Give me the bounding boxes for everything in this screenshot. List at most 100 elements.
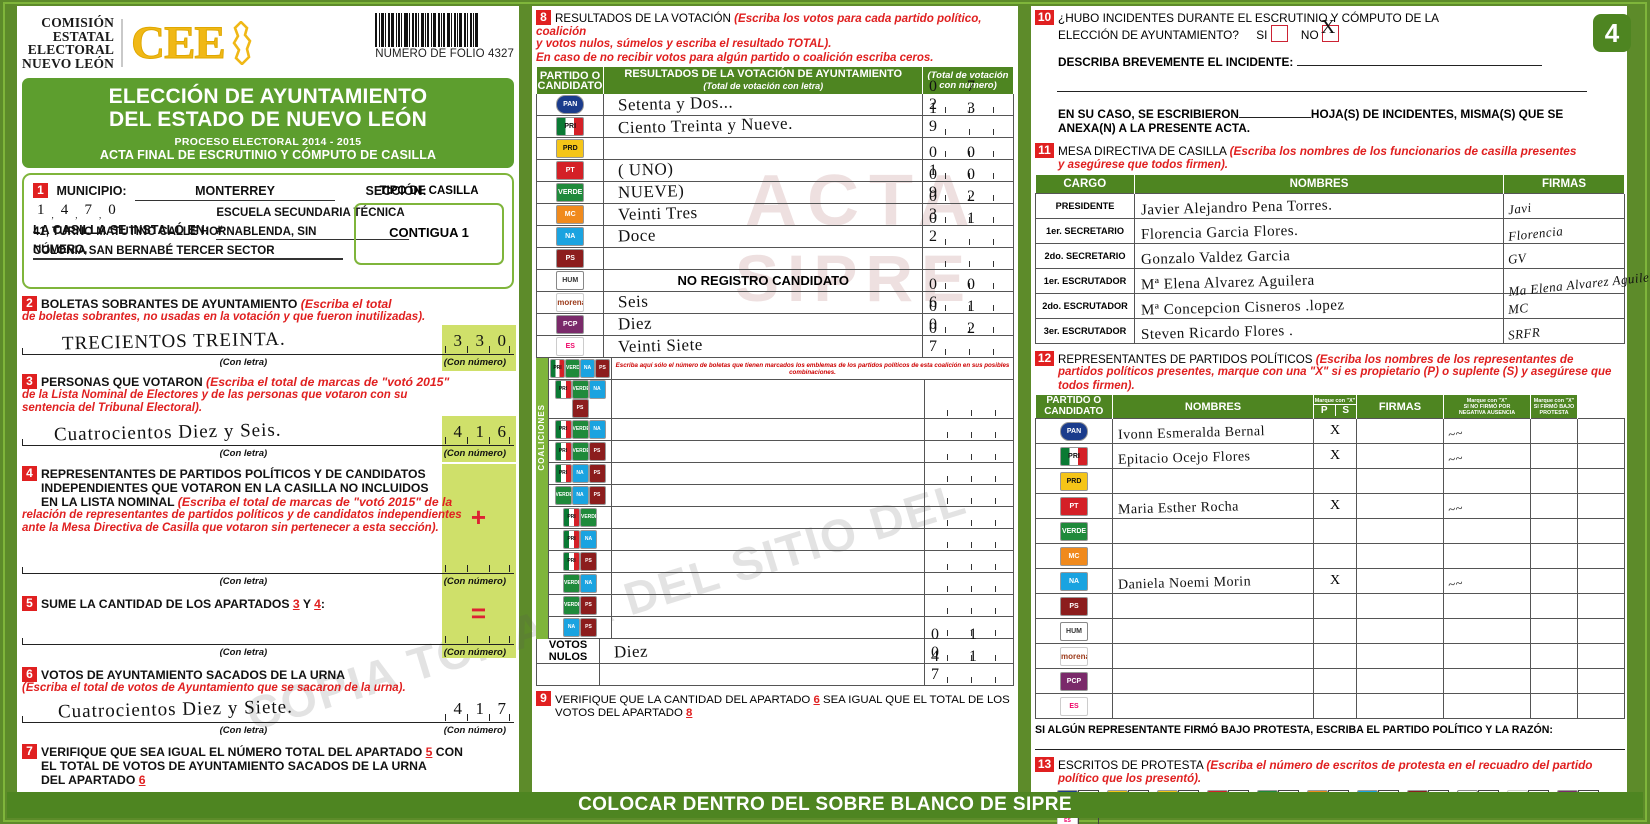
results-row-letra-cell[interactable]: NUEVE) xyxy=(603,181,923,204)
results-row-letra-cell[interactable]: ( UNO) xyxy=(603,159,923,182)
representante-nombre-cell[interactable] xyxy=(1112,593,1314,619)
results-row-letra-cell[interactable]: Setenta y Dos... xyxy=(603,92,923,116)
representante-firma-cell[interactable]: ~~ xyxy=(1443,568,1531,594)
results-row-letra-cell[interactable] xyxy=(603,247,923,270)
results-row-num-cell[interactable]: 0 0 9 xyxy=(922,166,1014,204)
representante-nofirm-cell[interactable] xyxy=(1530,468,1578,494)
coalition-row-letra-cell[interactable] xyxy=(611,550,925,573)
representante-s-cell[interactable] xyxy=(1356,568,1444,594)
section-3-value-letra[interactable]: Cuatrocientos Diez y Seis. xyxy=(53,419,282,445)
representante-p-cell[interactable]: X xyxy=(1313,418,1357,444)
representante-protest-cell[interactable] xyxy=(1577,568,1625,594)
mesa-nombre-cell[interactable]: Mª Elena Alvarez Aguilera xyxy=(1134,268,1504,294)
address-line-1-field[interactable]: ESCUELA SECUNDARIA TÉCNICA # xyxy=(216,203,410,240)
votos-nulos-letra-cell[interactable]: Diez xyxy=(599,639,925,664)
representante-firma-cell[interactable]: ~~ xyxy=(1443,493,1531,519)
representante-s-cell[interactable] xyxy=(1356,418,1444,444)
mesa-nombre-cell[interactable]: Steven Ricardo Flores . xyxy=(1134,318,1504,344)
results-row-num-cell[interactable]: 1 3 9 xyxy=(922,100,1014,138)
coalition-row-letra-cell[interactable] xyxy=(611,462,925,485)
results-row-letra-cell[interactable]: Ciento Treinta y Nueve. xyxy=(603,114,923,138)
representante-protest-cell[interactable] xyxy=(1577,593,1625,619)
results-row-letra-cell[interactable]: NO REGISTRO CANDIDATO xyxy=(603,269,923,292)
results-row-num-cell[interactable]: 0 0 6 xyxy=(922,276,1014,314)
representante-protest-cell[interactable] xyxy=(1577,418,1625,444)
representante-firma-cell[interactable] xyxy=(1443,593,1531,619)
representante-protest-cell[interactable] xyxy=(1577,693,1625,719)
representante-s-cell[interactable] xyxy=(1356,593,1444,619)
representante-protest-cell[interactable] xyxy=(1577,518,1625,544)
representante-nombre-cell[interactable] xyxy=(1112,618,1314,644)
representante-firma-cell[interactable] xyxy=(1443,543,1531,569)
representante-firma-cell[interactable] xyxy=(1443,518,1531,544)
representante-nofirm-cell[interactable] xyxy=(1530,518,1578,544)
representante-nofirm-cell[interactable] xyxy=(1530,593,1578,619)
representante-nombre-cell[interactable] xyxy=(1112,543,1314,569)
representante-nombre-cell[interactable] xyxy=(1112,468,1314,494)
coalition-row-num-cell[interactable] xyxy=(924,440,1014,463)
representante-nombre-cell[interactable] xyxy=(1112,693,1314,719)
representante-nofirm-cell[interactable] xyxy=(1530,618,1578,644)
representante-s-cell[interactable] xyxy=(1356,518,1444,544)
mesa-firma-cell[interactable]: SRFR xyxy=(1503,318,1625,344)
municipio-field[interactable]: MONTERREY xyxy=(135,182,336,201)
representante-s-cell[interactable] xyxy=(1356,468,1444,494)
results-row-num-cell[interactable]: 0 1 0 xyxy=(922,298,1014,336)
representante-p-cell[interactable] xyxy=(1313,518,1357,544)
representante-protest-cell[interactable] xyxy=(1577,668,1625,694)
section-2-digits[interactable]: 3 3 0 xyxy=(440,331,510,353)
representante-nombre-cell[interactable] xyxy=(1112,518,1314,544)
si-checkbox[interactable] xyxy=(1270,25,1288,42)
coalition-row-num-cell[interactable] xyxy=(924,616,1014,639)
representante-s-cell[interactable] xyxy=(1356,693,1444,719)
section-3-digits[interactable]: 4 1 6 xyxy=(440,422,510,444)
results-row-num-cell[interactable]: 0 2 3 xyxy=(922,188,1014,226)
representante-protest-cell[interactable] xyxy=(1577,618,1625,644)
votos-nulos-num-cell[interactable]: 0 1 0 xyxy=(924,626,1014,664)
results-row-letra-cell[interactable]: Doce xyxy=(603,225,923,248)
representante-protest-cell[interactable] xyxy=(1577,443,1625,469)
coalition-row-num-cell[interactable] xyxy=(924,572,1014,595)
representante-p-cell[interactable]: X xyxy=(1313,443,1357,469)
representante-firma-cell[interactable] xyxy=(1443,693,1531,719)
section-4-digits[interactable] xyxy=(440,558,510,572)
results-row-letra-cell[interactable]: Seis xyxy=(603,291,923,314)
hojas-input[interactable] xyxy=(1238,106,1311,118)
representante-s-cell[interactable] xyxy=(1356,543,1444,569)
representante-p-cell[interactable]: X xyxy=(1313,568,1357,594)
representante-p-cell[interactable]: X xyxy=(1313,493,1357,519)
representante-nombre-cell[interactable]: Ivonn Esmeralda Bernal xyxy=(1112,418,1314,444)
coalition-row-letra-cell[interactable] xyxy=(611,418,925,441)
address-line-2-field[interactable]: 41, TURNO MATUTINO CALLE HORNABLENDA, SI… xyxy=(33,222,343,259)
describe-input-2[interactable] xyxy=(1057,80,1587,92)
representante-p-cell[interactable] xyxy=(1313,668,1357,694)
representante-firma-cell[interactable] xyxy=(1443,668,1531,694)
describe-input[interactable] xyxy=(1296,54,1542,66)
representante-firma-cell[interactable] xyxy=(1443,643,1531,669)
mesa-nombre-cell[interactable]: Javier Alejandro Pena Torres. xyxy=(1134,193,1504,219)
mesa-nombre-cell[interactable]: Mª Concepcion Cisneros .lopez xyxy=(1134,293,1504,319)
coalition-row-num-cell[interactable] xyxy=(924,506,1014,529)
coalition-row-letra-cell[interactable] xyxy=(611,572,925,595)
coalition-row-letra-cell[interactable] xyxy=(611,594,925,617)
representante-nombre-cell[interactable] xyxy=(1112,643,1314,669)
results-row-num-cell[interactable]: 0 7 2 xyxy=(922,78,1014,116)
coalition-row-num-cell[interactable] xyxy=(924,379,1014,419)
results-row-letra-cell[interactable] xyxy=(603,137,923,160)
results-row-letra-cell[interactable]: Diez xyxy=(603,313,923,336)
total-num-cell[interactable]: 4 1 7 xyxy=(924,648,1014,686)
coalition-row-num-cell[interactable] xyxy=(924,418,1014,441)
mesa-firma-cell[interactable]: Florencia xyxy=(1503,218,1625,244)
coalition-row-letra-cell[interactable] xyxy=(611,616,925,639)
results-row-num-cell[interactable]: 0 2 7 xyxy=(922,320,1014,358)
address-line-3-field[interactable]: COLONIA SAN BERNABÉ TERCER SECTOR xyxy=(33,241,343,260)
coalition-row-letra-cell[interactable] xyxy=(611,528,925,551)
representante-nofirm-cell[interactable] xyxy=(1530,643,1578,669)
no-checkbox[interactable]: X xyxy=(1321,17,1339,42)
mesa-firma-cell[interactable]: MC xyxy=(1503,293,1625,319)
coalition-row-letra-cell[interactable] xyxy=(611,484,925,507)
representante-firma-cell[interactable]: ~~ xyxy=(1443,443,1531,469)
representante-protest-cell[interactable] xyxy=(1577,468,1625,494)
representante-nofirm-cell[interactable] xyxy=(1530,543,1578,569)
results-row-num-cell[interactable] xyxy=(922,247,1014,270)
